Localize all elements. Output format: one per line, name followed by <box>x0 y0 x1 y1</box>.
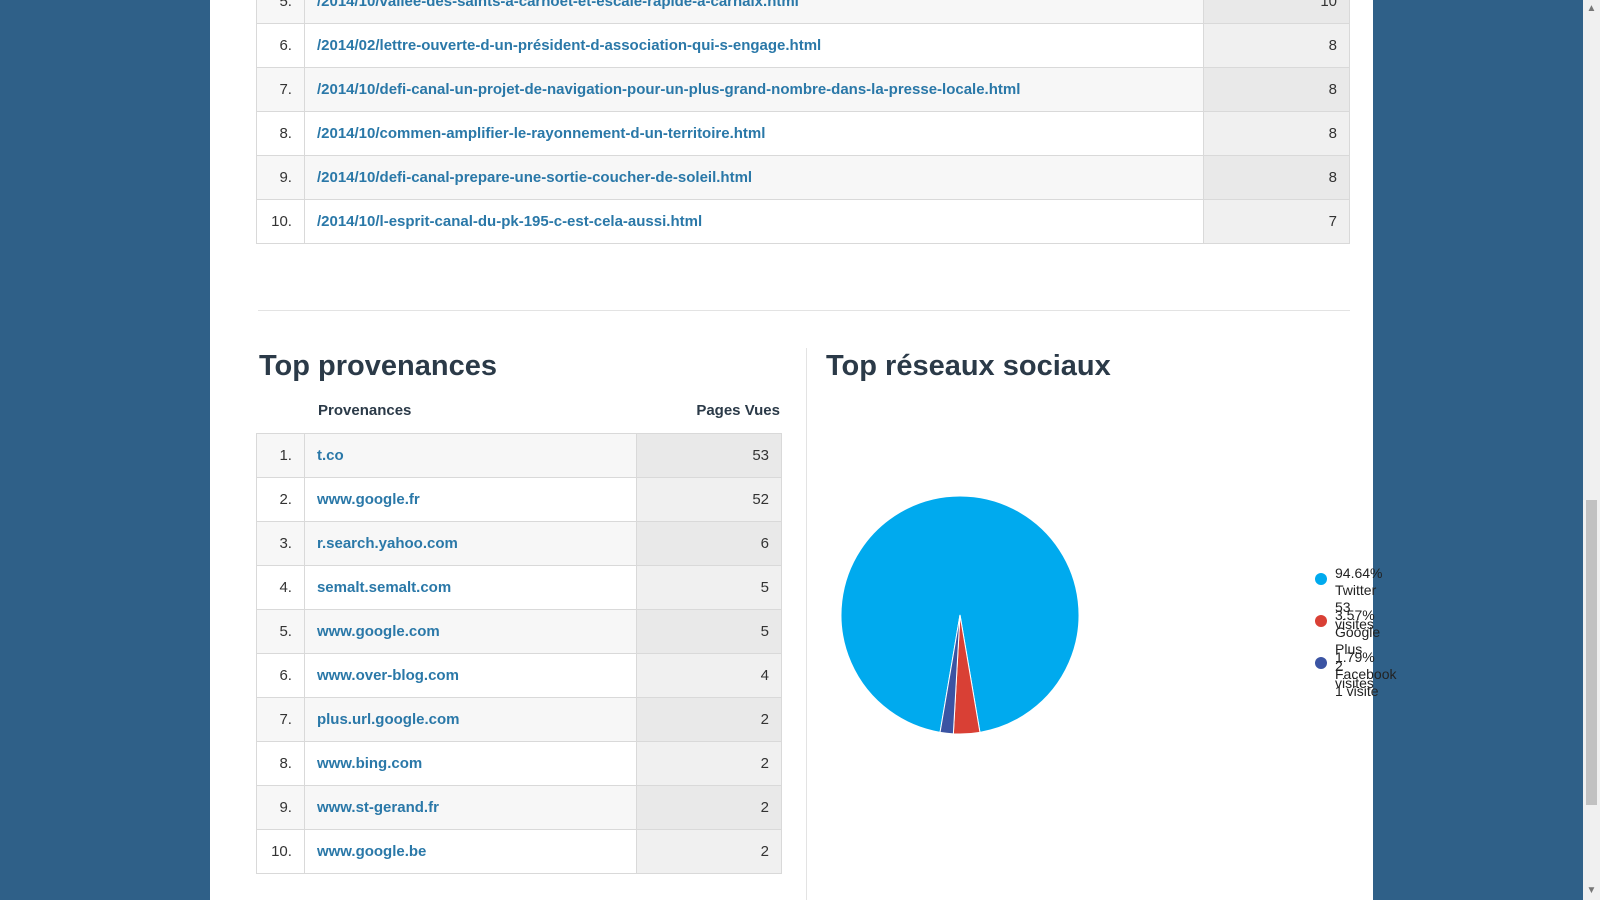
legend-visits: 1 visite <box>1335 683 1379 699</box>
rank-cell: 10. <box>256 829 305 874</box>
rank-cell: 9. <box>256 155 305 200</box>
views-cell: 4 <box>636 653 782 698</box>
column-divider <box>806 348 807 900</box>
provenances-title: Top provenances <box>259 350 497 382</box>
source-link[interactable]: semalt.semalt.com <box>316 579 452 596</box>
table-row: 9. /2014/10/defi-canal-prepare-une-sorti… <box>256 155 1350 200</box>
legend-item-google-plus: 3.57% Google Plus 2 visites <box>1315 607 1381 692</box>
source-link[interactable]: plus.url.google.com <box>316 711 460 728</box>
table-row: 9. www.st-gerand.fr 2 <box>256 785 782 830</box>
table-row: 1. t.co 53 <box>256 433 782 478</box>
provenances-table: 1. t.co 53 2. www.google.fr 52 3. r.sear… <box>256 433 782 874</box>
social-networks-title: Top réseaux sociaux <box>826 350 1111 382</box>
legend-percent: 94.64% Twitter <box>1335 565 1383 598</box>
rank-cell: 8. <box>256 111 305 156</box>
views-cell: 7 <box>1203 199 1350 244</box>
page-link[interactable]: /2014/02/lettre-ouverte-d-un-président-d… <box>316 37 822 54</box>
social-pie-chart <box>840 495 1080 735</box>
scrollbar[interactable]: ▲ ▼ <box>1583 0 1600 900</box>
views-cell: 2 <box>636 697 782 742</box>
report-page: 5. /2014/10/vallee-des-saints-a-carnoet-… <box>210 0 1396 900</box>
legend-item-facebook: 1.79% Facebook 1 visite <box>1315 649 1397 700</box>
table-row: 8. /2014/10/commen-amplifier-le-rayonnem… <box>256 111 1350 156</box>
views-cell: 8 <box>1203 67 1350 112</box>
views-cell: 2 <box>636 829 782 874</box>
rank-cell: 5. <box>256 0 305 24</box>
rank-cell: 10. <box>256 199 305 244</box>
source-link[interactable]: www.google.com <box>316 623 440 640</box>
table-row: 8. www.bing.com 2 <box>256 741 782 786</box>
legend-percent: 1.79% Facebook <box>1335 649 1397 682</box>
table-row: 7. plus.url.google.com 2 <box>256 697 782 742</box>
page-link[interactable]: /2014/10/defi-canal-un-projet-de-navigat… <box>316 81 1021 98</box>
views-cell: 6 <box>636 521 782 566</box>
legend-visits: 2 visites <box>1335 658 1374 691</box>
source-link[interactable]: www.bing.com <box>316 755 423 772</box>
legend-item-twitter: 94.64% Twitter 53 visites <box>1315 565 1383 633</box>
scroll-down-icon[interactable]: ▼ <box>1586 885 1597 896</box>
table-row: 5. www.google.com 5 <box>256 609 782 654</box>
scroll-up-icon[interactable]: ▲ <box>1586 3 1597 14</box>
pie-slice-twitter <box>840 495 1080 733</box>
rank-cell: 3. <box>256 521 305 566</box>
source-link[interactable]: www.google.fr <box>316 491 420 508</box>
rank-cell: 7. <box>256 67 305 112</box>
rank-cell: 7. <box>256 697 305 742</box>
pie-slice-facebook <box>939 614 961 735</box>
legend-percent: 3.57% Google Plus <box>1335 607 1381 657</box>
source-link[interactable]: r.search.yahoo.com <box>316 535 458 552</box>
rank-cell: 6. <box>256 23 305 68</box>
views-cell: 10 <box>1203 0 1350 24</box>
rank-cell: 4. <box>256 565 305 610</box>
table-row: 6. /2014/02/lettre-ouverte-d-un-présiden… <box>256 23 1350 68</box>
views-cell: 5 <box>636 565 782 610</box>
views-cell: 5 <box>636 609 782 654</box>
rank-cell: 9. <box>256 785 305 830</box>
source-link[interactable]: www.over-blog.com <box>316 667 459 684</box>
page-link[interactable]: /2014/10/commen-amplifier-le-rayonnement… <box>316 125 766 142</box>
views-cell: 52 <box>636 477 782 522</box>
views-cell: 2 <box>636 785 782 830</box>
legend-dot <box>1315 615 1327 627</box>
legend-dot <box>1315 657 1327 669</box>
page-link[interactable]: /2014/10/vallee-des-saints-a-carnoet-et-… <box>316 0 799 10</box>
page-link[interactable]: /2014/10/defi-canal-prepare-une-sortie-c… <box>316 169 753 186</box>
table-row: 5. /2014/10/vallee-des-saints-a-carnoet-… <box>256 0 1350 24</box>
top-pages-table: 5. /2014/10/vallee-des-saints-a-carnoet-… <box>256 0 1350 244</box>
table-row: 2. www.google.fr 52 <box>256 477 782 522</box>
table-row: 10. www.google.be 2 <box>256 829 782 874</box>
views-cell: 8 <box>1203 111 1350 156</box>
legend-dot <box>1315 573 1327 585</box>
table-row: 10. /2014/10/l-esprit-canal-du-pk-195-c-… <box>256 199 1350 244</box>
page-link[interactable]: /2014/10/l-esprit-canal-du-pk-195-c-est-… <box>316 213 703 230</box>
rank-cell: 8. <box>256 741 305 786</box>
rank-cell: 1. <box>256 433 305 478</box>
source-link[interactable]: www.st-gerand.fr <box>316 799 439 816</box>
source-link[interactable]: www.google.be <box>316 843 427 860</box>
table-row: 4. semalt.semalt.com 5 <box>256 565 782 610</box>
column-header-page-views: Pages Vues <box>696 402 780 419</box>
column-header-provenances: Provenances <box>318 402 412 419</box>
views-cell: 8 <box>1203 155 1350 200</box>
source-link[interactable]: t.co <box>316 447 344 464</box>
table-row: 3. r.search.yahoo.com 6 <box>256 521 782 566</box>
views-cell: 53 <box>636 433 782 478</box>
section-divider <box>258 310 1350 311</box>
views-cell: 8 <box>1203 23 1350 68</box>
rank-cell: 6. <box>256 653 305 698</box>
rank-cell: 5. <box>256 609 305 654</box>
table-row: 7. /2014/10/defi-canal-un-projet-de-navi… <box>256 67 1350 112</box>
rank-cell: 2. <box>256 477 305 522</box>
legend-visits: 53 visites <box>1335 599 1374 632</box>
scrollbar-thumb[interactable] <box>1586 500 1597 805</box>
views-cell: 2 <box>636 741 782 786</box>
table-row: 6. www.over-blog.com 4 <box>256 653 782 698</box>
